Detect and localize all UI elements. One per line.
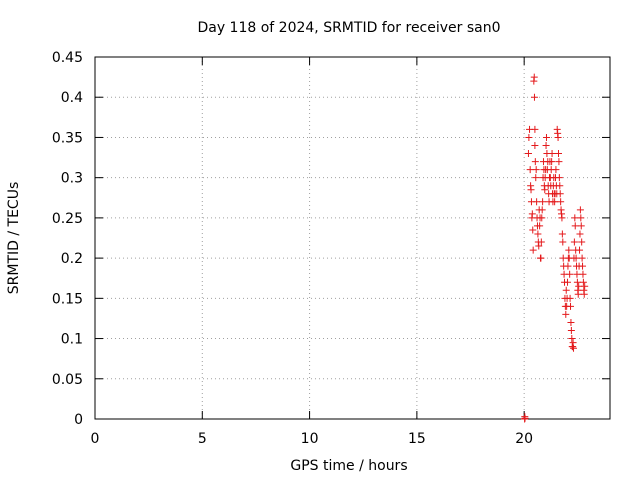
- data-point: [581, 282, 589, 290]
- data-point: [579, 278, 587, 286]
- data-point: [578, 238, 586, 246]
- data-point: [576, 230, 584, 238]
- data-point: [535, 242, 543, 250]
- data-point: [537, 254, 545, 262]
- data-point: [542, 141, 550, 149]
- data-point: [570, 344, 578, 352]
- data-point: [576, 206, 584, 214]
- data-point: [579, 270, 587, 278]
- grid-lines: [95, 57, 610, 419]
- data-point: [564, 262, 572, 270]
- data-point: [555, 150, 562, 158]
- data-point: [532, 174, 540, 182]
- data-point: [580, 290, 588, 298]
- y-tick-label: 0.25: [52, 211, 83, 227]
- data-point: [555, 174, 563, 182]
- x-tick-label: 0: [91, 431, 100, 447]
- axis-ticks: 0 0.05 0.1 0.15 0.2 0.25 0.3 0.35 0.4 0.45 0 5 10 15 2…: [52, 50, 610, 447]
- data-point: [576, 246, 584, 254]
- data-point: [548, 158, 556, 166]
- y-tick-label: 0.4: [61, 90, 83, 106]
- data-point: [528, 210, 536, 218]
- data-point: [566, 270, 574, 278]
- data-point: [521, 414, 529, 422]
- data-point: [552, 166, 560, 174]
- data-point: [557, 198, 565, 206]
- data-point: [571, 222, 579, 230]
- data-point: [577, 214, 585, 222]
- data-point: [568, 335, 576, 343]
- data-point: [539, 198, 547, 206]
- data-point: [529, 246, 537, 254]
- data-point: [555, 158, 563, 166]
- data-point: [542, 133, 550, 141]
- data-point: [575, 282, 583, 290]
- data-point: [566, 294, 574, 302]
- data-point: [567, 318, 575, 326]
- data-point: [551, 198, 559, 206]
- x-axis-label: GPS time / hours: [290, 458, 407, 474]
- y-tick-label: 0: [74, 412, 83, 428]
- x-tick-label: 10: [301, 431, 319, 447]
- plot-frame: [94, 56, 611, 420]
- chart-title: Day 118 of 2024, SRMTID for receiver san…: [197, 20, 500, 36]
- data-point: [541, 186, 549, 194]
- data-point: [531, 141, 539, 149]
- y-tick-label: 0.3: [61, 171, 83, 187]
- data-point: [562, 310, 570, 318]
- y-tick-label: 0.05: [52, 372, 83, 388]
- data-point: [565, 246, 573, 254]
- data-point: [567, 302, 575, 310]
- y-tick-label: 0.15: [52, 291, 83, 307]
- data-point: [579, 262, 587, 270]
- y-axis-label: SRMTID / TECUs: [6, 182, 22, 295]
- data-point: [548, 150, 556, 158]
- data-point: [559, 238, 567, 246]
- data-point: [574, 290, 582, 298]
- data-point: [577, 222, 585, 230]
- data-point: [573, 278, 581, 286]
- data-point: [554, 133, 562, 141]
- x-tick-label: 5: [198, 431, 207, 447]
- data-point: [530, 73, 538, 81]
- data-point: [567, 327, 575, 335]
- data-series-points: [521, 73, 589, 423]
- data-point: [531, 125, 539, 133]
- y-tick-label: 0.35: [52, 130, 83, 146]
- data-point: [572, 254, 580, 262]
- y-tick-label: 0.2: [61, 251, 83, 267]
- data-point: [578, 254, 586, 262]
- data-point: [558, 214, 566, 222]
- data-point: [533, 198, 541, 206]
- data-point: [536, 222, 544, 230]
- x-tick-label: 15: [408, 431, 426, 447]
- data-point: [532, 166, 540, 174]
- data-point: [529, 226, 537, 234]
- x-tick-label: 20: [515, 431, 533, 447]
- data-point: [558, 230, 566, 238]
- data-point: [527, 186, 535, 194]
- data-point: [524, 150, 532, 158]
- y-tick-label: 0.45: [52, 50, 83, 66]
- data-point: [556, 190, 564, 198]
- data-point: [538, 206, 546, 214]
- data-point: [556, 182, 564, 190]
- data-point: [538, 214, 546, 222]
- data-point: [526, 166, 534, 174]
- y-tick-label: 0.1: [61, 332, 83, 348]
- data-point: [571, 214, 579, 222]
- data-point: [564, 278, 572, 286]
- data-point: [531, 158, 539, 166]
- data-point: [534, 230, 542, 238]
- data-point: [570, 238, 578, 246]
- data-point: [562, 286, 570, 294]
- data-point: [537, 238, 545, 246]
- data-point: [525, 133, 533, 141]
- data-point: [573, 270, 581, 278]
- data-point: [530, 93, 538, 101]
